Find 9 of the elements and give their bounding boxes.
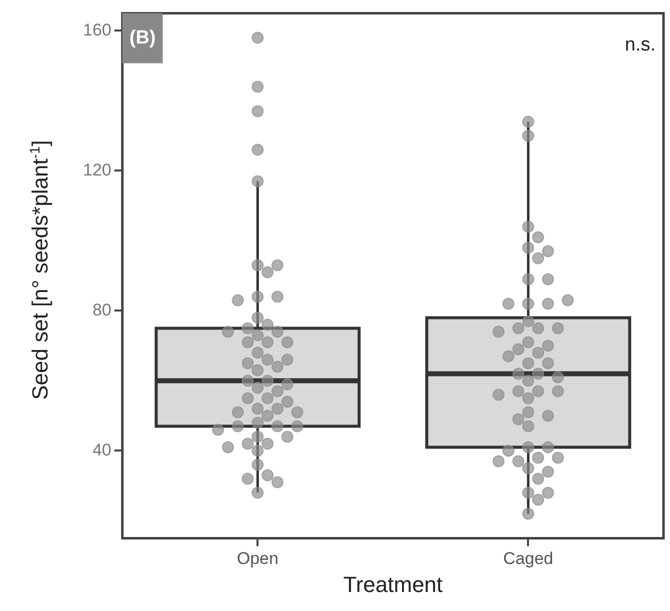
annotation: n.s. [624, 34, 656, 56]
x-axis-title: Treatment [343, 572, 443, 597]
y-tick-label: 40 [92, 440, 112, 460]
annotation: (B) [129, 27, 156, 48]
x-tick-label: Caged [503, 549, 554, 568]
x-tick-label: Open [236, 549, 278, 568]
y-tick-label: 120 [82, 160, 112, 180]
y-tick-label: 80 [92, 300, 112, 320]
y-tick-label: 160 [82, 20, 112, 40]
